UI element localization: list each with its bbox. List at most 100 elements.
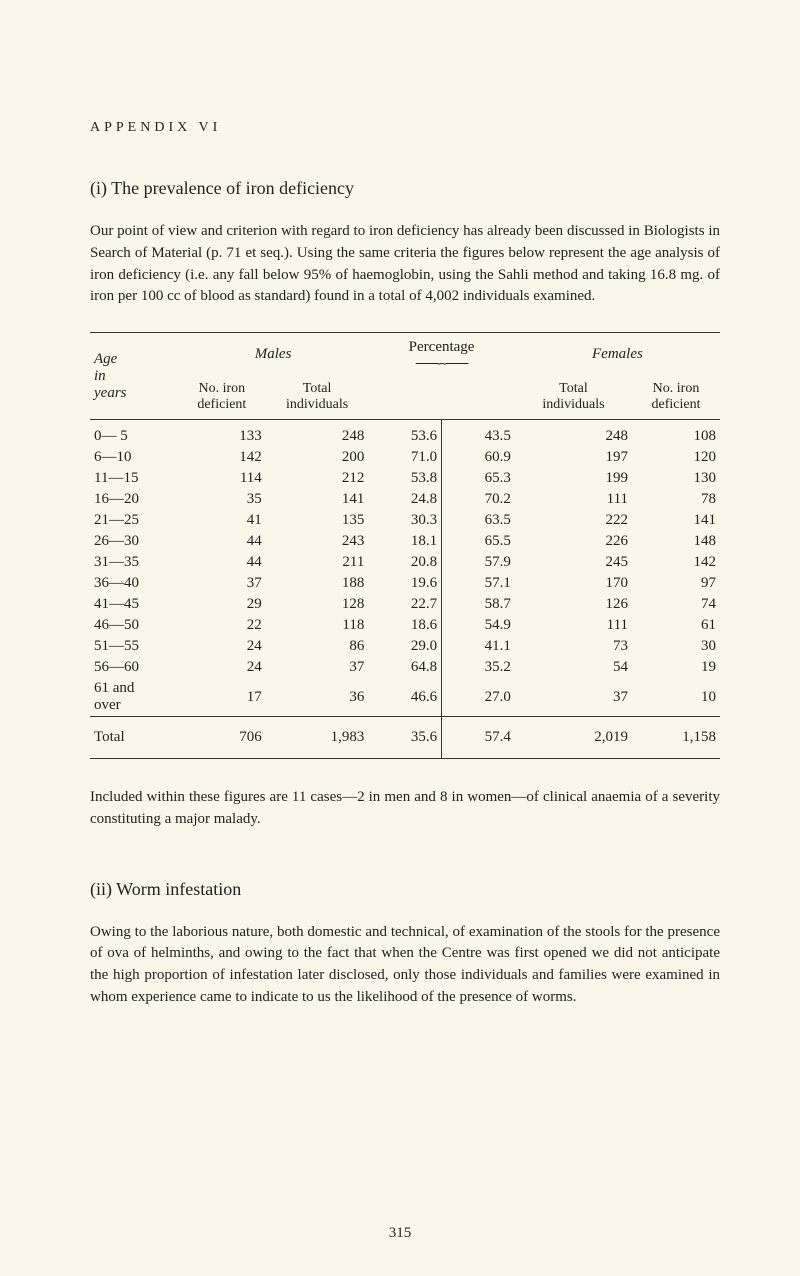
cell-m-def: 114 [178, 468, 266, 489]
col-head-age: Age in years [90, 333, 178, 420]
cell-p1: 35.6 [368, 717, 441, 759]
cell-f-tot: 111 [515, 489, 632, 510]
cell-m-tot: 37 [266, 657, 369, 678]
table-row: 26—304424318.165.5226148 [90, 531, 720, 552]
cell-m-def: 24 [178, 636, 266, 657]
cell-m-tot: 188 [266, 573, 369, 594]
col-head-females: Females [515, 333, 720, 375]
table-row: 16—203514124.870.211178 [90, 489, 720, 510]
cell-f-def: 141 [632, 510, 720, 531]
cell-m-def: 35 [178, 489, 266, 510]
cell-f-def: 148 [632, 531, 720, 552]
cell-p1: 22.7 [368, 594, 441, 615]
cell-p2: 41.1 [442, 636, 515, 657]
cell-m-def: 44 [178, 531, 266, 552]
cell-p1: 71.0 [368, 447, 441, 468]
table-row: 6—1014220071.060.9197120 [90, 447, 720, 468]
cell-f-tot: 2,019 [515, 717, 632, 759]
cell-p1: 19.6 [368, 573, 441, 594]
cell-p2: 57.4 [442, 717, 515, 759]
col-head-percentage: Percentage ⎯⎯⎯⎯⌢⎯⎯⎯⎯ [368, 333, 515, 375]
cell-f-tot: 197 [515, 447, 632, 468]
cell-p2: 54.9 [442, 615, 515, 636]
table-total-row: Total7061,98335.657.42,0191,158 [90, 717, 720, 759]
section-2-title: (ii) Worm infestation [90, 879, 720, 900]
cell-m-tot: 211 [266, 552, 369, 573]
cell-m-def: 706 [178, 717, 266, 759]
cell-p2: 63.5 [442, 510, 515, 531]
cell-p1: 64.8 [368, 657, 441, 678]
cell-p2: 57.9 [442, 552, 515, 573]
intro-paragraph: Our point of view and criterion with reg… [90, 221, 720, 308]
table-body: 0— 513324853.643.52481086—1014220071.060… [90, 420, 720, 759]
cell-p1: 18.6 [368, 615, 441, 636]
cell-m-def: 41 [178, 510, 266, 531]
cell-age: Total [90, 717, 178, 759]
cell-age: 56—60 [90, 657, 178, 678]
cell-f-tot: 248 [515, 420, 632, 448]
cell-p1: 29.0 [368, 636, 441, 657]
cell-age: 21—25 [90, 510, 178, 531]
cell-p2: 60.9 [442, 447, 515, 468]
cell-m-def: 133 [178, 420, 266, 448]
cell-m-def: 24 [178, 657, 266, 678]
cell-m-def: 29 [178, 594, 266, 615]
cell-m-tot: 243 [266, 531, 369, 552]
cell-f-tot: 54 [515, 657, 632, 678]
cell-f-def: 120 [632, 447, 720, 468]
cell-p1: 18.1 [368, 531, 441, 552]
cell-age: 16—20 [90, 489, 178, 510]
cell-m-def: 44 [178, 552, 266, 573]
cell-age: 31—35 [90, 552, 178, 573]
cell-f-def: 74 [632, 594, 720, 615]
cell-age: 26—30 [90, 531, 178, 552]
page: APPENDIX VI (i) The prevalence of iron d… [0, 0, 800, 1276]
cell-m-def: 142 [178, 447, 266, 468]
cell-f-def: 30 [632, 636, 720, 657]
cell-p2: 57.1 [442, 573, 515, 594]
table-head-row-2: No. iron deficient Total individuals Tot… [90, 375, 720, 420]
page-number: 315 [0, 1225, 800, 1242]
appendix-label: APPENDIX VI [90, 120, 720, 136]
cell-f-def: 61 [632, 615, 720, 636]
table-row: 41—452912822.758.712674 [90, 594, 720, 615]
table-row: 46—502211818.654.911161 [90, 615, 720, 636]
cell-f-tot: 222 [515, 510, 632, 531]
cell-age: 6—10 [90, 447, 178, 468]
percentage-label: Percentage [372, 339, 511, 356]
cell-p2: 65.5 [442, 531, 515, 552]
cell-f-tot: 245 [515, 552, 632, 573]
cell-f-tot: 226 [515, 531, 632, 552]
cell-f-def: 97 [632, 573, 720, 594]
cell-m-tot: 118 [266, 615, 369, 636]
cell-f-tot: 126 [515, 594, 632, 615]
cell-m-def: 22 [178, 615, 266, 636]
cell-f-def: 1,158 [632, 717, 720, 759]
cell-age: 61 and over [90, 678, 178, 717]
cell-p2: 70.2 [442, 489, 515, 510]
cell-m-def: 17 [178, 678, 266, 717]
cell-f-def: 19 [632, 657, 720, 678]
cell-p2: 65.3 [442, 468, 515, 489]
table-row: 0— 513324853.643.5248108 [90, 420, 720, 448]
col-head-m-tot: Total individuals [266, 375, 369, 420]
col-head-f-tot: Total individuals [515, 375, 632, 420]
table-row: 56—60243764.835.25419 [90, 657, 720, 678]
cell-f-def: 10 [632, 678, 720, 717]
cell-age: 36—40 [90, 573, 178, 594]
cell-m-tot: 36 [266, 678, 369, 717]
cell-f-def: 78 [632, 489, 720, 510]
cell-p1: 46.6 [368, 678, 441, 717]
cell-f-tot: 37 [515, 678, 632, 717]
table-row: 11—1511421253.865.3199130 [90, 468, 720, 489]
cell-p2: 43.5 [442, 420, 515, 448]
table-head-row-1: Age in years Males Percentage ⎯⎯⎯⎯⌢⎯⎯⎯⎯ … [90, 333, 720, 375]
cell-m-tot: 200 [266, 447, 369, 468]
cell-p1: 30.3 [368, 510, 441, 531]
cell-p2: 58.7 [442, 594, 515, 615]
cell-p1: 53.6 [368, 420, 441, 448]
cell-p2: 35.2 [442, 657, 515, 678]
cell-f-def: 108 [632, 420, 720, 448]
section-2-paragraph: Owing to the laborious nature, both dome… [90, 922, 720, 1009]
cell-f-def: 130 [632, 468, 720, 489]
